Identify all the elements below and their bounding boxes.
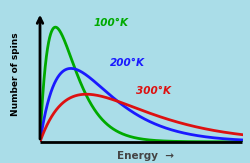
Text: 200°K: 200°K xyxy=(110,58,144,68)
Text: 300°K: 300°K xyxy=(136,86,172,96)
Text: Energy  →: Energy → xyxy=(117,151,174,161)
Text: Number of spins: Number of spins xyxy=(11,32,20,116)
Text: 100°K: 100°K xyxy=(94,18,129,28)
